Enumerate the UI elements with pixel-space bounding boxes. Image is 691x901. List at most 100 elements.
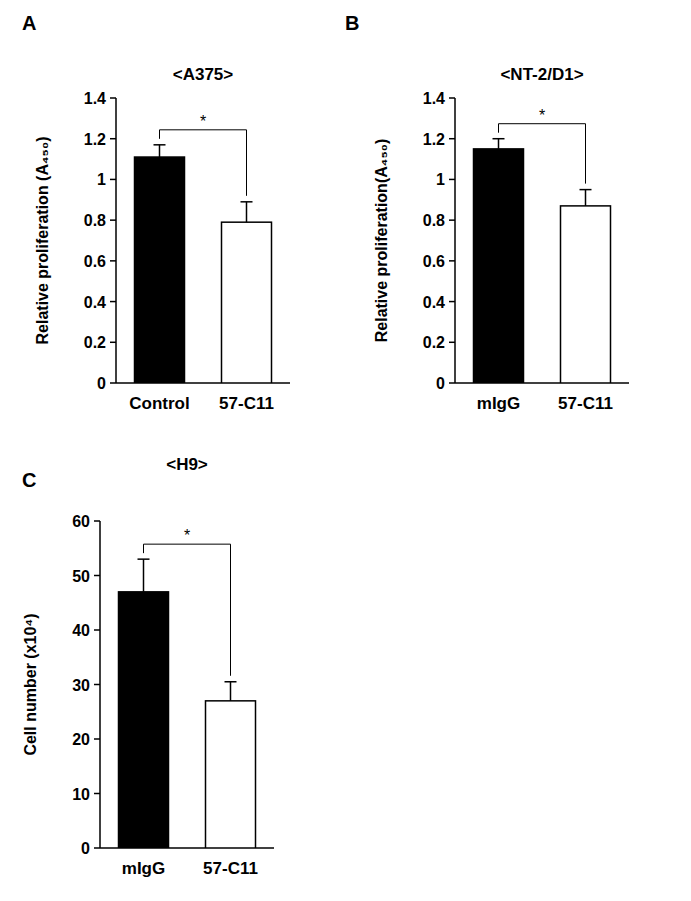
x-tick-label: mIgG xyxy=(122,859,165,878)
error-bar xyxy=(225,682,237,701)
error-cap xyxy=(241,201,253,203)
y-tick-label: 0 xyxy=(81,840,90,857)
bar xyxy=(474,149,524,383)
y-tick xyxy=(110,179,116,181)
x-tick-label: mIgG xyxy=(477,394,520,413)
y-tick xyxy=(449,301,455,303)
y-tick xyxy=(449,138,455,140)
panel-label: A xyxy=(22,12,36,34)
x-tick-label: 57-C11 xyxy=(558,394,613,413)
chart-panel: B <NT-2/D1> Relative proliferation(A₄₅₀) 0 0… xyxy=(345,12,629,413)
y-tick xyxy=(110,260,116,262)
y-tick-label: 1 xyxy=(436,171,445,188)
y-tick-label: 0.2 xyxy=(423,334,445,351)
error-line xyxy=(159,145,161,157)
y-tick-label: 0 xyxy=(97,375,106,392)
y-tick xyxy=(94,793,100,795)
y-axis xyxy=(115,98,117,383)
error-cap xyxy=(225,681,237,683)
bar xyxy=(206,701,256,848)
y-tick-label: 1 xyxy=(97,171,106,188)
y-axis-label: Relative proliferation(A₄₅₀) xyxy=(373,139,390,343)
y-tick-label: 0.4 xyxy=(84,294,106,311)
y-tick xyxy=(94,629,100,631)
error-bar xyxy=(241,202,253,222)
y-tick xyxy=(110,138,116,140)
y-tick xyxy=(110,219,116,221)
y-axis-label: Cell number (x10⁴) xyxy=(22,613,39,755)
y-tick-label: 0.2 xyxy=(84,334,106,351)
error-line xyxy=(585,190,587,206)
significance-label: * xyxy=(200,113,206,130)
error-line xyxy=(246,202,248,222)
y-tick-label: 1.2 xyxy=(84,131,106,148)
error-bar xyxy=(580,190,592,206)
y-tick xyxy=(94,575,100,577)
y-tick-label: 1.4 xyxy=(84,90,106,107)
chart-title: <A375> xyxy=(173,65,234,84)
error-cap xyxy=(580,189,592,191)
y-tick xyxy=(449,342,455,344)
y-tick-label: 10 xyxy=(72,786,90,803)
y-tick-label: 0.8 xyxy=(423,212,445,229)
chart-title: <NT-2/D1> xyxy=(500,65,583,84)
y-tick xyxy=(449,179,455,181)
error-line xyxy=(498,139,500,149)
bar xyxy=(119,592,169,848)
y-tick-label: 0.8 xyxy=(84,212,106,229)
chart-title: <H9> xyxy=(166,455,208,474)
y-tick xyxy=(449,97,455,99)
x-tick-label: Control xyxy=(129,394,189,413)
y-tick xyxy=(110,382,116,384)
significance-bracket xyxy=(144,544,231,676)
y-tick-label: 60 xyxy=(72,513,90,530)
y-tick-label: 40 xyxy=(72,622,90,639)
y-tick-label: 30 xyxy=(72,677,90,694)
y-tick-label: 20 xyxy=(72,731,90,748)
error-bar xyxy=(493,139,505,149)
y-tick xyxy=(94,738,100,740)
error-cap xyxy=(138,558,150,560)
y-tick xyxy=(449,260,455,262)
bar xyxy=(222,222,272,383)
y-tick xyxy=(449,219,455,221)
significance-bracket xyxy=(160,130,247,196)
significance-label: * xyxy=(184,527,190,544)
y-axis xyxy=(454,98,456,383)
error-cap xyxy=(154,144,166,146)
marks xyxy=(135,145,272,383)
y-tick-label: 0 xyxy=(436,375,445,392)
chart-panel: A <A375> Relative proliferation (A₄₅₀) 0 0.2… xyxy=(22,12,290,413)
y-tick xyxy=(110,301,116,303)
y-tick xyxy=(94,847,100,849)
error-line xyxy=(143,559,145,592)
significance-bracket xyxy=(499,124,586,184)
bar xyxy=(135,157,185,383)
panel-label: B xyxy=(345,12,359,34)
error-cap xyxy=(493,138,505,140)
y-tick-label: 50 xyxy=(72,568,90,585)
y-tick-label: 0.4 xyxy=(423,294,445,311)
error-bar xyxy=(138,559,150,592)
marks xyxy=(474,139,611,383)
error-bar xyxy=(154,145,166,157)
y-tick-label: 0.6 xyxy=(423,253,445,270)
y-tick xyxy=(94,520,100,522)
marks xyxy=(119,559,256,848)
bar xyxy=(561,206,611,383)
chart-panel: C <H9> Cell number (x10⁴) 0 10 20 30 40 50 60 mIgG… xyxy=(22,455,274,878)
panel-label: C xyxy=(22,469,36,491)
y-axis-label: Relative proliferation (A₄₅₀) xyxy=(34,137,51,345)
x-tick-label: 57-C11 xyxy=(203,859,258,878)
y-tick xyxy=(110,342,116,344)
y-tick xyxy=(449,382,455,384)
y-tick xyxy=(94,684,100,686)
significance-label: * xyxy=(539,107,545,124)
error-line xyxy=(230,682,232,701)
x-tick-label: 57-C11 xyxy=(219,394,274,413)
figure: A <A375> Relative proliferation (A₄₅₀) 0 0.2… xyxy=(0,0,691,901)
y-tick xyxy=(110,97,116,99)
y-tick-label: 1.4 xyxy=(423,90,445,107)
y-tick-label: 1.2 xyxy=(423,131,445,148)
y-tick-label: 0.6 xyxy=(84,253,106,270)
